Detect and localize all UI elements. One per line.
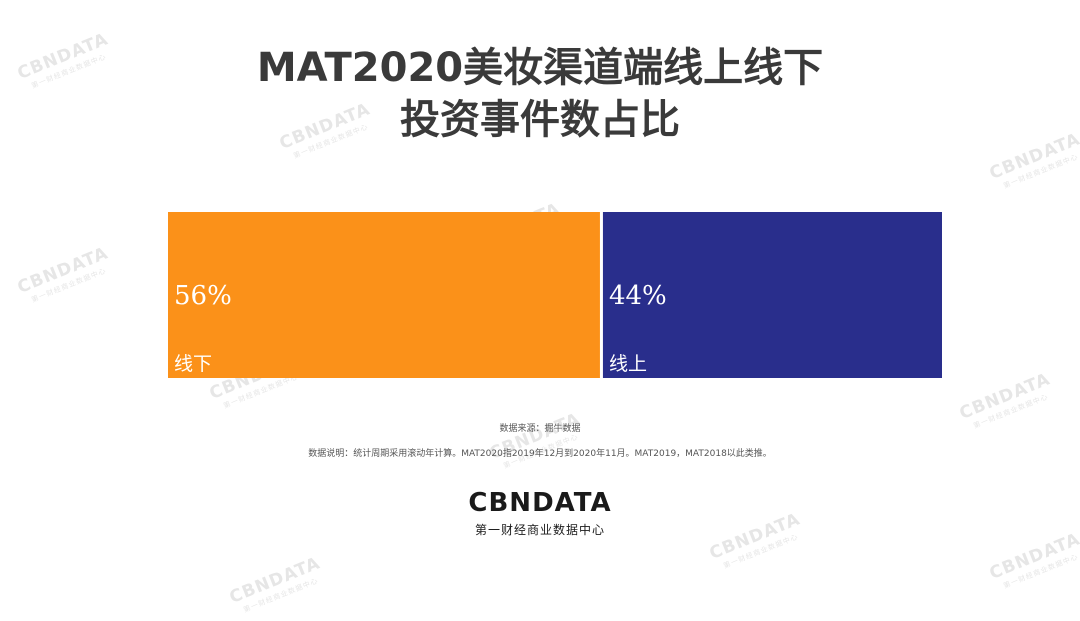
cbndata-logo: CBNDATA (468, 488, 612, 518)
bar-segment-1 (602, 212, 942, 378)
value-label-0: 56% (174, 281, 232, 311)
stacked-bar-chart: 56% 线下 44% 线上 (168, 212, 942, 378)
bar-segment-0 (168, 212, 600, 378)
value-label-1: 44% (609, 281, 667, 311)
source-note: 数据来源：掘牛数据 (499, 424, 581, 434)
cbndata-logo-subtitle: 第一财经商业数据中心 (474, 523, 605, 537)
category-label-1: 线上 (609, 353, 647, 375)
explain-note: 数据说明：统计周期采用滚动年计算。MAT2020指2019年12月到2020年1… (308, 449, 772, 459)
title-line-2: 投资事件数占比 (400, 97, 680, 143)
category-label-0: 线下 (174, 353, 212, 375)
chart-title: MAT2020美妆渠道端线上线下 投资事件数占比 (0, 42, 1080, 146)
title-line-1: MAT2020美妆渠道端线上线下 (256, 45, 824, 91)
